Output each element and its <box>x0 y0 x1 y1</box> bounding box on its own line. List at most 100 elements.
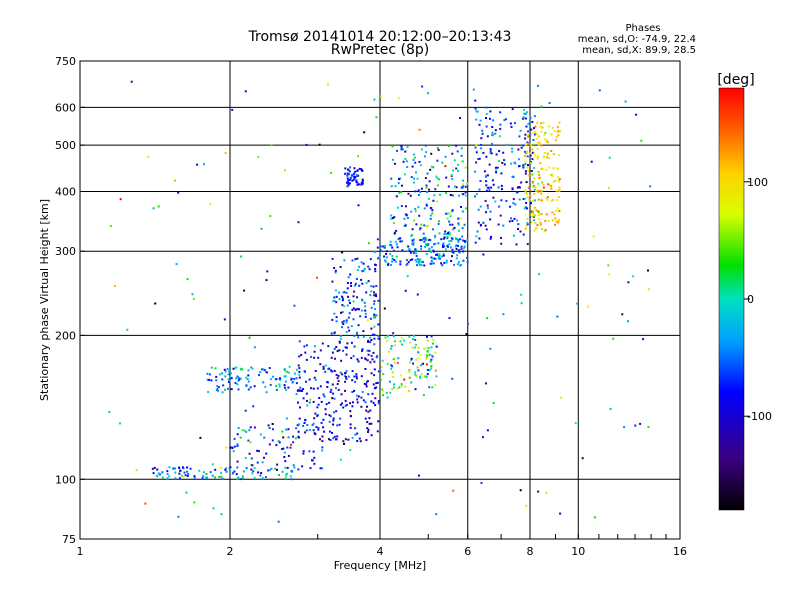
data-point <box>475 235 478 238</box>
data-point <box>361 182 364 185</box>
data-point <box>351 259 354 262</box>
data-point <box>402 160 405 163</box>
data-point <box>608 273 611 276</box>
data-point <box>534 186 537 189</box>
data-point <box>537 490 540 493</box>
data-point <box>367 410 370 413</box>
data-point <box>463 245 466 248</box>
data-point <box>526 155 529 158</box>
data-point <box>417 261 420 264</box>
data-point <box>558 210 561 212</box>
data-point <box>415 254 418 257</box>
data-point <box>240 255 243 258</box>
data-point <box>336 435 339 438</box>
data-point <box>492 196 495 199</box>
data-point <box>398 178 400 181</box>
data-point <box>373 368 376 371</box>
data-point <box>374 293 377 296</box>
data-point <box>461 183 464 186</box>
data-point <box>186 466 189 469</box>
data-point <box>486 174 489 177</box>
data-point <box>352 300 355 303</box>
data-point <box>297 389 300 392</box>
data-point <box>382 245 385 248</box>
data-point <box>411 239 414 242</box>
data-point <box>392 217 394 219</box>
data-point <box>534 206 536 209</box>
data-point <box>336 424 339 427</box>
data-point <box>393 340 396 343</box>
data-point <box>447 185 450 188</box>
data-point <box>247 439 250 442</box>
data-point <box>430 358 433 361</box>
data-point <box>448 243 451 246</box>
data-point <box>488 189 491 192</box>
data-point <box>429 207 432 209</box>
data-point <box>544 219 547 222</box>
data-point <box>427 92 430 95</box>
data-point <box>387 263 389 266</box>
data-point <box>214 476 216 479</box>
data-point <box>349 410 352 413</box>
data-point <box>523 112 526 115</box>
data-point <box>557 176 559 179</box>
data-point <box>461 160 464 163</box>
data-point <box>349 426 352 429</box>
data-point <box>537 143 540 146</box>
data-point <box>330 332 333 335</box>
data-point <box>416 293 419 296</box>
data-point <box>485 106 488 109</box>
data-point <box>418 263 421 266</box>
data-point <box>429 168 432 171</box>
data-point <box>456 244 459 247</box>
data-point <box>347 168 350 171</box>
data-point <box>427 224 430 227</box>
data-point <box>454 237 457 240</box>
data-point <box>590 160 593 163</box>
data-point <box>380 378 382 381</box>
data-point <box>429 217 432 220</box>
data-point <box>311 459 314 462</box>
data-point <box>153 466 156 469</box>
data-point <box>301 390 303 392</box>
data-point <box>419 239 422 242</box>
data-point <box>260 227 263 230</box>
data-point <box>443 236 446 239</box>
data-point <box>353 345 356 348</box>
data-point <box>485 125 488 128</box>
data-point <box>348 329 351 332</box>
data-point <box>519 165 522 167</box>
data-point <box>413 346 416 349</box>
data-point <box>543 152 546 154</box>
data-point <box>391 371 394 374</box>
data-point <box>202 475 205 478</box>
data-point <box>395 229 398 232</box>
data-point <box>523 154 526 157</box>
data-point <box>211 463 214 466</box>
data-point <box>532 186 535 188</box>
data-point <box>540 213 543 215</box>
data-point <box>486 135 489 138</box>
data-point <box>478 237 481 240</box>
data-point <box>552 153 555 156</box>
data-point <box>534 133 536 136</box>
data-point <box>395 255 398 258</box>
data-point <box>545 197 548 200</box>
data-point <box>410 176 413 178</box>
data-point <box>370 400 373 403</box>
data-point <box>489 237 492 240</box>
data-point <box>436 159 439 162</box>
data-point <box>421 85 424 88</box>
data-point <box>457 261 460 264</box>
data-point <box>346 304 349 307</box>
data-point <box>348 299 351 302</box>
data-point <box>387 350 390 353</box>
data-point <box>266 270 269 273</box>
data-point <box>373 98 376 101</box>
data-point <box>490 152 493 155</box>
data-point <box>404 150 407 153</box>
data-point <box>477 158 480 160</box>
data-point <box>479 119 482 122</box>
data-point <box>360 181 363 184</box>
data-point <box>515 243 518 246</box>
